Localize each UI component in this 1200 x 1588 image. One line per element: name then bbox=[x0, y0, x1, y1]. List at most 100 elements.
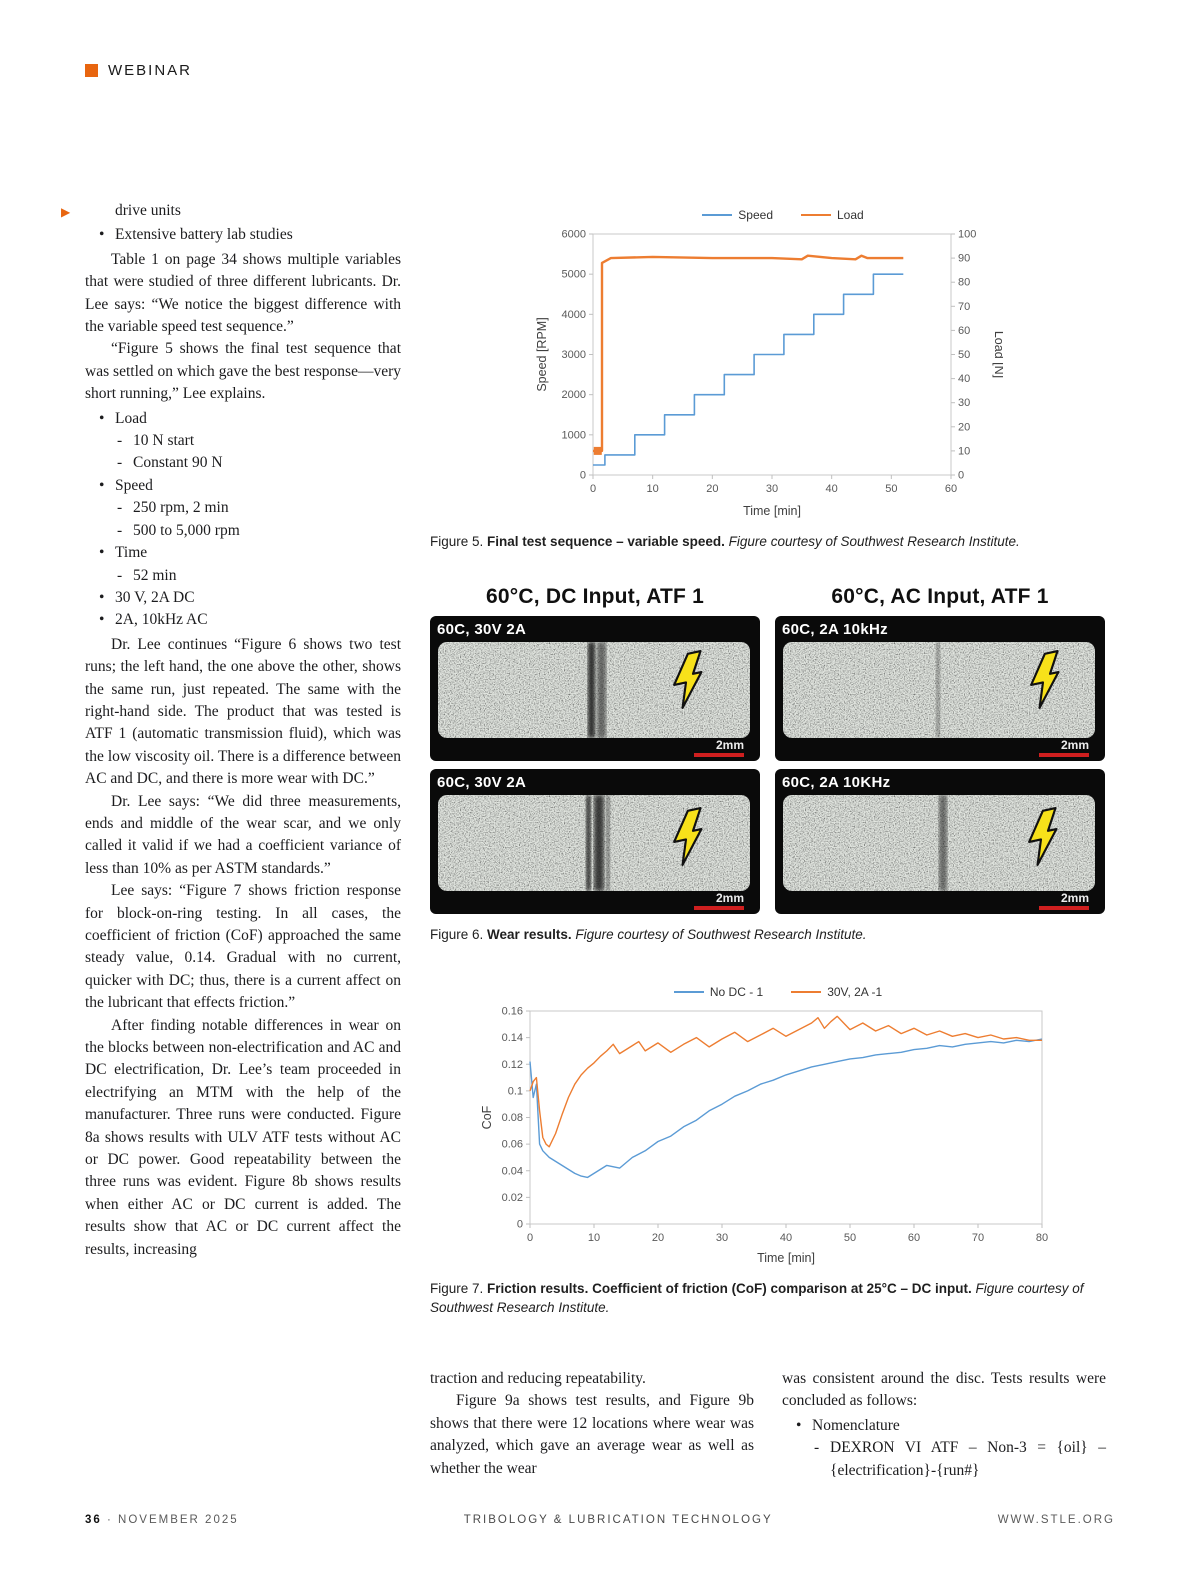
wear-panel-ac-run2: 60C, 2A 10KHz 2mm bbox=[775, 769, 1105, 914]
svg-text:0.12: 0.12 bbox=[502, 1059, 523, 1071]
svg-text:30: 30 bbox=[766, 483, 778, 495]
wear-panel-dc-run1: 60C, 30V 2A 2mm bbox=[430, 616, 760, 761]
legend-line-30v2a bbox=[791, 991, 822, 993]
section-header: WEBINAR bbox=[85, 62, 192, 79]
paragraph: After finding notable differences in wea… bbox=[85, 1016, 401, 1258]
svg-text:10: 10 bbox=[647, 483, 659, 495]
svg-text:40: 40 bbox=[826, 483, 838, 495]
svg-text:70: 70 bbox=[972, 1232, 984, 1244]
svg-text:60: 60 bbox=[945, 483, 957, 495]
caption-credit: Figure courtesy of Southwest Research In… bbox=[575, 927, 867, 942]
svg-text:0.14: 0.14 bbox=[502, 1032, 523, 1044]
svg-text:0.02: 0.02 bbox=[502, 1192, 523, 1204]
legend-label: Speed bbox=[738, 208, 773, 222]
legend-label: No DC - 1 bbox=[709, 985, 764, 999]
nomenclature-list: Nomenclature DEXRON VI ATF – Non-3 = {oi… bbox=[782, 1415, 1106, 1482]
legend-item: 30V, 2A -1 bbox=[791, 985, 882, 999]
svg-text:0.06: 0.06 bbox=[502, 1139, 523, 1151]
list-item: 2A, 10kHz AC bbox=[85, 609, 401, 632]
panel-label: 60C, 2A 10kHz bbox=[782, 621, 888, 638]
scale-bar bbox=[694, 753, 744, 757]
svg-text:80: 80 bbox=[958, 277, 970, 289]
svg-text:100: 100 bbox=[958, 229, 976, 241]
paragraph: Table 1 on page 34 shows multiple variab… bbox=[85, 250, 401, 336]
issue-date: NOVEMBER 2025 bbox=[118, 1514, 239, 1526]
svg-text:30: 30 bbox=[958, 397, 970, 409]
wear-block-photo bbox=[438, 642, 750, 738]
scale-bar bbox=[1039, 753, 1089, 757]
list-subitem: 500 to 5,000 rpm bbox=[85, 520, 401, 543]
figure7-caption: Figure 7. Friction results. Coefficient … bbox=[430, 1280, 1106, 1317]
svg-text:20: 20 bbox=[958, 421, 970, 433]
svg-text:2000: 2000 bbox=[562, 389, 586, 401]
legend-item: No DC - 1 bbox=[673, 985, 764, 999]
svg-text:70: 70 bbox=[958, 301, 970, 313]
right-column: was consistent around the disc. Tests re… bbox=[782, 1368, 1106, 1484]
svg-text:CoF: CoF bbox=[480, 1105, 494, 1129]
paragraph: Dr. Lee says: “We did three measurements… bbox=[85, 792, 401, 877]
svg-text:4000: 4000 bbox=[562, 309, 586, 321]
svg-text:0.08: 0.08 bbox=[502, 1112, 523, 1124]
svg-text:40: 40 bbox=[780, 1232, 792, 1244]
scale-label: 2mm bbox=[716, 738, 744, 752]
section-label: WEBINAR bbox=[108, 62, 193, 79]
figure6-headers: 60°C, DC Input, ATF 1 60°C, AC Input, AT… bbox=[430, 585, 1106, 609]
caption-title: Final test sequence – variable speed. bbox=[487, 534, 725, 549]
paragraph: was consistent around the disc. Tests re… bbox=[782, 1370, 1106, 1410]
scale-label: 2mm bbox=[1061, 891, 1089, 905]
list-item: Nomenclature bbox=[782, 1415, 1106, 1438]
caption-title: Wear results. bbox=[487, 927, 572, 942]
figure5: Speed Load 0 10 20 30 40 50 60 0 1000 2000 3000 400… bbox=[430, 208, 1106, 552]
svg-text:0: 0 bbox=[527, 1232, 533, 1244]
svg-text:0.1: 0.1 bbox=[508, 1085, 523, 1097]
panel-label: 60C, 30V 2A bbox=[437, 774, 526, 791]
svg-text:60: 60 bbox=[958, 325, 970, 337]
caption-title: Friction results. Coefficient of frictio… bbox=[487, 1281, 972, 1296]
svg-text:80: 80 bbox=[1036, 1232, 1048, 1244]
test-parameters-list: Load 10 N start Constant 90 N Speed 250 … bbox=[85, 408, 401, 632]
list-item-continued: ▶ drive units bbox=[61, 200, 401, 222]
scale-label: 2mm bbox=[716, 891, 744, 905]
wear-panel-grid: 60C, 30V 2A 2mm 60C, 2A 10kHz bbox=[430, 616, 1106, 914]
svg-text:20: 20 bbox=[706, 483, 718, 495]
figure5-legend: Speed Load bbox=[460, 208, 1106, 222]
list-item: Extensive battery lab studies bbox=[85, 224, 401, 247]
list-item: 30 V, 2A DC bbox=[85, 587, 401, 610]
svg-text:1000: 1000 bbox=[562, 429, 586, 441]
svg-text:3000: 3000 bbox=[562, 349, 586, 361]
legend-line-nodc bbox=[673, 991, 704, 993]
caption-credit: Figure courtesy of Southwest Research In… bbox=[728, 534, 1020, 549]
section-marker-square bbox=[85, 64, 98, 77]
page-number: 36 bbox=[85, 1514, 102, 1526]
paragraph: Figure 9a shows test results, and Figure… bbox=[430, 1392, 754, 1477]
list-subitem: 250 rpm, 2 min bbox=[85, 497, 401, 520]
svg-text:0.16: 0.16 bbox=[502, 1006, 523, 1018]
list-subitem: DEXRON VI ATF – Non-3 = {oil} – {electri… bbox=[782, 1437, 1106, 1482]
figure6: 60°C, DC Input, ATF 1 60°C, AC Input, AT… bbox=[430, 585, 1106, 945]
caption-credit: Figure courtesy of Southwest Research In… bbox=[430, 1281, 1084, 1315]
figure7-chart: 0 10 20 30 40 50 60 70 80 0 0.02 0.04 0.06 0.08 0.1 0.1… bbox=[480, 1006, 1048, 1266]
figure5-chart: 0 10 20 30 40 50 60010002000300040005000600001… bbox=[535, 229, 1003, 519]
paragraph: traction and reducing repeatability. bbox=[430, 1370, 646, 1387]
svg-text:50: 50 bbox=[958, 349, 970, 361]
svg-text:6000: 6000 bbox=[562, 229, 586, 241]
paragraph: Dr. Lee continues “Figure 6 shows two te… bbox=[85, 635, 401, 788]
list-item: Load bbox=[85, 408, 401, 431]
list-item: Time bbox=[85, 542, 401, 565]
panel-label: 60C, 30V 2A bbox=[437, 621, 526, 638]
bullet-list: Extensive battery lab studies bbox=[85, 224, 401, 247]
legend-label: Load bbox=[837, 208, 864, 222]
svg-text:Speed [RPM]: Speed [RPM] bbox=[535, 317, 549, 391]
svg-text:Time [min]: Time [min] bbox=[743, 504, 801, 518]
list-item: Speed bbox=[85, 475, 401, 498]
footer-separator: · bbox=[107, 1514, 113, 1526]
figure7: No DC - 1 30V, 2A -1 0 10 20 30 40 50 60 70 80 0 0… bbox=[430, 985, 1106, 1317]
scale-bar bbox=[1039, 906, 1089, 910]
paragraph: Lee says: “Figure 7 shows friction respo… bbox=[85, 882, 401, 1012]
legend-line-speed bbox=[702, 214, 733, 216]
legend-label: 30V, 2A -1 bbox=[827, 985, 883, 999]
list-subitem: 10 N start bbox=[85, 430, 401, 453]
middle-column: traction and reducing repeatability. Fig… bbox=[430, 1368, 754, 1484]
caption-prefix: Figure 7. bbox=[430, 1281, 484, 1296]
website-url: WWW.STLE.ORG bbox=[997, 1514, 1115, 1526]
